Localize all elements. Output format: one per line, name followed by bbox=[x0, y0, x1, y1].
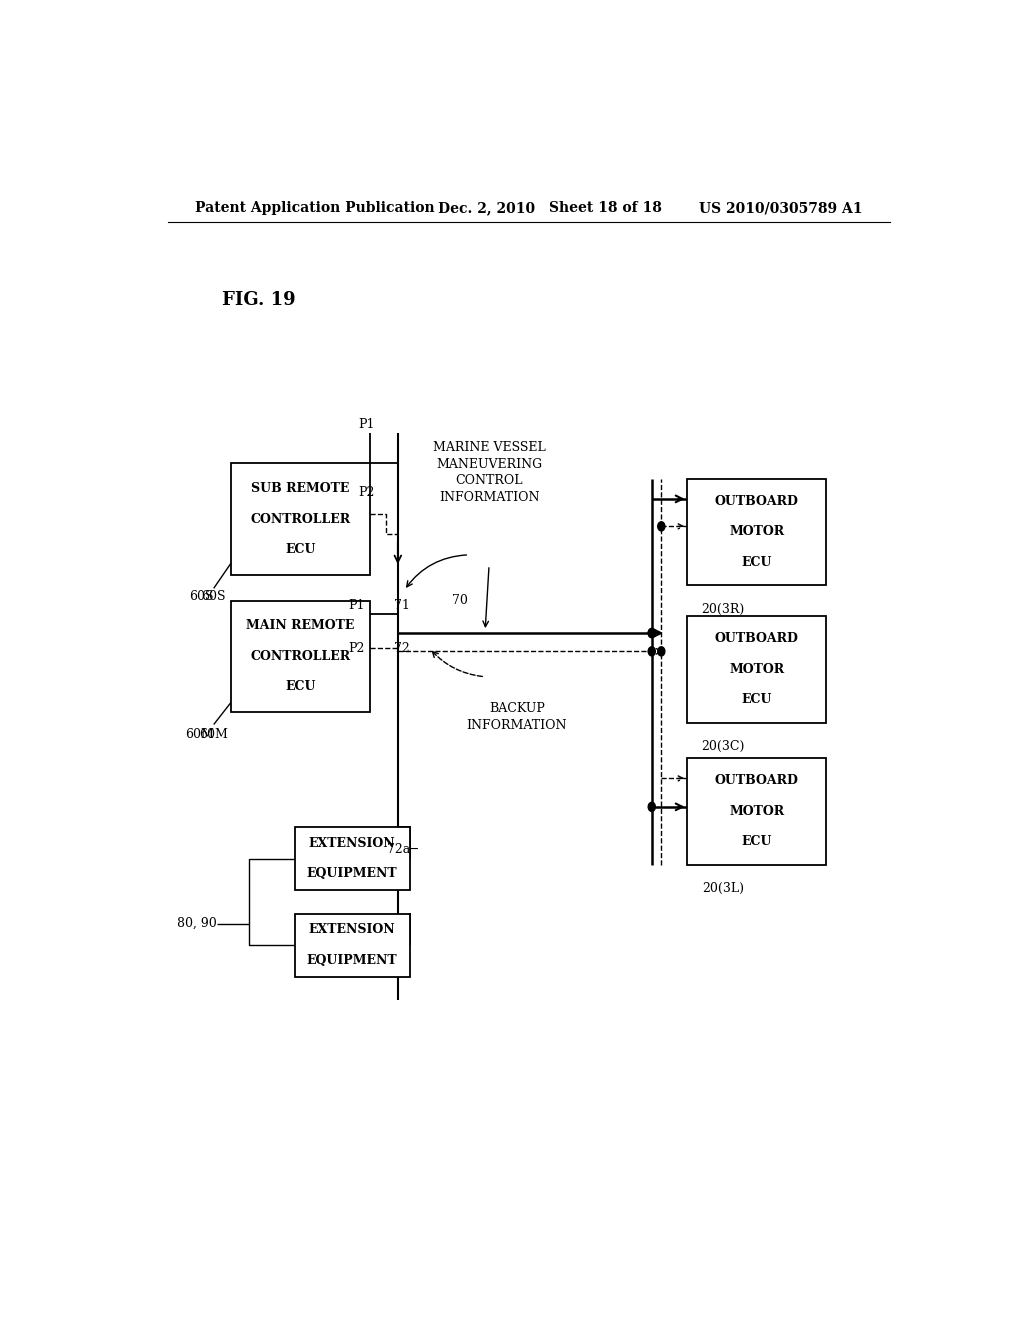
Circle shape bbox=[648, 628, 655, 638]
Text: OUTBOARD: OUTBOARD bbox=[715, 632, 799, 645]
Bar bbox=[687, 758, 826, 865]
Text: 72a─: 72a─ bbox=[387, 843, 418, 857]
Circle shape bbox=[648, 647, 655, 656]
Bar bbox=[295, 828, 410, 890]
Text: SUB REMOTE: SUB REMOTE bbox=[252, 482, 350, 495]
Text: ECU: ECU bbox=[286, 680, 315, 693]
Text: EXTENSION: EXTENSION bbox=[309, 837, 395, 850]
Text: Patent Application Publication: Patent Application Publication bbox=[196, 201, 435, 215]
Text: 72: 72 bbox=[394, 642, 410, 655]
Text: MOTOR: MOTOR bbox=[729, 525, 784, 539]
Text: 20(3C): 20(3C) bbox=[701, 739, 744, 752]
Text: MOTOR: MOTOR bbox=[729, 663, 784, 676]
Bar bbox=[295, 913, 410, 977]
Text: ECU: ECU bbox=[286, 544, 315, 556]
Text: US 2010/0305789 A1: US 2010/0305789 A1 bbox=[699, 201, 863, 215]
Text: P1: P1 bbox=[348, 599, 366, 612]
Text: 71: 71 bbox=[394, 599, 410, 612]
Text: Sheet 18 of 18: Sheet 18 of 18 bbox=[549, 201, 662, 215]
Text: MAIN REMOTE: MAIN REMOTE bbox=[247, 619, 354, 632]
Bar bbox=[687, 479, 826, 585]
Text: CONTROLLER: CONTROLLER bbox=[251, 649, 350, 663]
Text: 70: 70 bbox=[452, 594, 468, 607]
Text: EQUIPMENT: EQUIPMENT bbox=[307, 867, 397, 880]
Text: 60M: 60M bbox=[200, 727, 228, 741]
Text: 20(3L): 20(3L) bbox=[702, 882, 744, 895]
Bar bbox=[231, 463, 370, 576]
Bar bbox=[231, 601, 370, 713]
Text: OUTBOARD: OUTBOARD bbox=[715, 775, 799, 788]
Circle shape bbox=[657, 647, 665, 656]
Text: FIG. 19: FIG. 19 bbox=[221, 290, 295, 309]
Text: 60S: 60S bbox=[202, 590, 226, 603]
Text: 60S: 60S bbox=[189, 590, 214, 603]
Text: OUTBOARD: OUTBOARD bbox=[715, 495, 799, 508]
Text: P1: P1 bbox=[357, 418, 375, 430]
Text: 20(3R): 20(3R) bbox=[701, 602, 744, 615]
Text: MOTOR: MOTOR bbox=[729, 805, 784, 818]
Text: EXTENSION: EXTENSION bbox=[309, 924, 395, 936]
Text: BACKUP
INFORMATION: BACKUP INFORMATION bbox=[467, 702, 567, 731]
Circle shape bbox=[648, 628, 655, 638]
Text: EQUIPMENT: EQUIPMENT bbox=[307, 954, 397, 966]
Text: P2: P2 bbox=[348, 642, 365, 655]
Text: ECU: ECU bbox=[741, 836, 772, 849]
Text: 60M: 60M bbox=[185, 727, 214, 741]
Circle shape bbox=[657, 521, 665, 531]
Text: ECU: ECU bbox=[741, 693, 772, 706]
Text: CONTROLLER: CONTROLLER bbox=[251, 512, 350, 525]
Text: Dec. 2, 2010: Dec. 2, 2010 bbox=[437, 201, 535, 215]
Text: 80, 90: 80, 90 bbox=[177, 917, 217, 931]
Text: P2: P2 bbox=[358, 486, 375, 499]
Text: MARINE VESSEL
MANEUVERING
CONTROL
INFORMATION: MARINE VESSEL MANEUVERING CONTROL INFORM… bbox=[433, 441, 546, 504]
Bar bbox=[687, 615, 826, 722]
Circle shape bbox=[648, 803, 655, 812]
Text: ECU: ECU bbox=[741, 556, 772, 569]
